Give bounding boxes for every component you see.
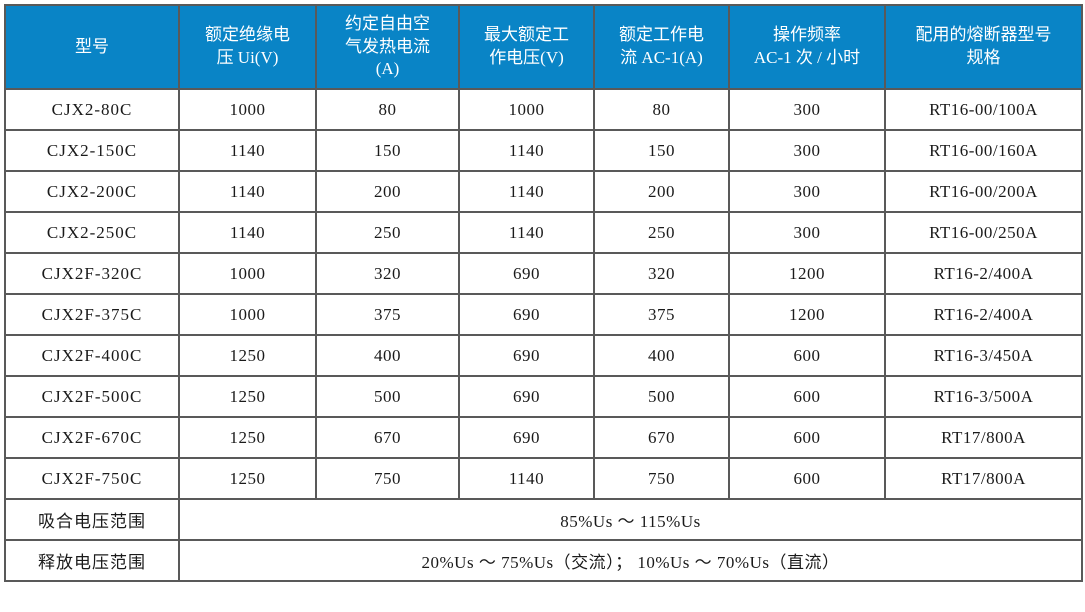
value-cell: 670 — [593, 416, 730, 459]
value-cell: 500 — [315, 375, 460, 418]
value-cell: RT16-2/400A — [884, 252, 1083, 295]
value-cell: 1250 — [178, 334, 317, 377]
value-cell: RT16-00/200A — [884, 170, 1083, 213]
footer-row-value: 20%Us ～ 75%Us（交流）； 10%Us ～ 70%Us（直流） — [178, 539, 1083, 582]
value-cell: 500 — [593, 375, 730, 418]
value-cell: 320 — [315, 252, 460, 295]
model-cell: CJX2F-750C — [4, 457, 180, 500]
value-cell: 1000 — [178, 293, 317, 336]
model-cell: CJX2-200C — [4, 170, 180, 213]
value-cell: 200 — [315, 170, 460, 213]
model-cell: CJX2-150C — [4, 129, 180, 172]
table-body: CJX2-80C 1000 80 1000 80 300 RT16-00/100A CJX2-… — [4, 88, 1083, 582]
value-cell: 1000 — [178, 252, 317, 295]
value-cell: 150 — [315, 129, 460, 172]
column-header-6: 配用的熔断器型号 规格 — [884, 4, 1083, 90]
value-cell: 1000 — [178, 88, 317, 131]
model-cell: CJX2F-320C — [4, 252, 180, 295]
value-cell: RT17/800A — [884, 457, 1083, 500]
table-row: CJX2F-670C 1250 670 690 670 600 RT17/800A — [4, 416, 1083, 459]
value-cell: 320 — [593, 252, 730, 295]
value-cell: 1140 — [458, 457, 595, 500]
value-cell: 375 — [315, 293, 460, 336]
value-cell: RT16-00/250A — [884, 211, 1083, 254]
value-cell: 375 — [593, 293, 730, 336]
value-cell: 600 — [728, 334, 886, 377]
value-cell: 1200 — [728, 293, 886, 336]
footer-row-value: 85%Us ～ 115%Us — [178, 498, 1083, 541]
value-cell: 80 — [315, 88, 460, 131]
header-row: 型号 额定绝缘电 压 Ui(V) 约定自由空 气发热电流 (A) 最大额定工 作电压(… — [4, 4, 1083, 90]
model-cell: CJX2F-670C — [4, 416, 180, 459]
column-header-5: 操作频率 AC-1 次 / 小时 — [728, 4, 886, 90]
value-cell: 600 — [728, 416, 886, 459]
model-cell: CJX2F-375C — [4, 293, 180, 336]
table-row: CJX2F-500C 1250 500 690 500 600 RT16-3/500A — [4, 375, 1083, 418]
value-cell: 690 — [458, 334, 595, 377]
model-cell: CJX2-250C — [4, 211, 180, 254]
value-cell: 690 — [458, 375, 595, 418]
value-cell: 1140 — [178, 129, 317, 172]
model-cell: CJX2-80C — [4, 88, 180, 131]
value-cell: 1140 — [178, 211, 317, 254]
value-cell: 400 — [315, 334, 460, 377]
value-cell: 750 — [593, 457, 730, 500]
table-row: CJX2F-750C 1250 750 1140 750 600 RT17/800A — [4, 457, 1083, 500]
value-cell: 690 — [458, 252, 595, 295]
table-row: CJX2-150C 1140 150 1140 150 300 RT16-00/160A — [4, 129, 1083, 172]
contactor-spec-table: 型号 额定绝缘电 压 Ui(V) 约定自由空 气发热电流 (A) 最大额定工 作电压(… — [4, 4, 1083, 582]
table-row: CJX2-200C 1140 200 1140 200 300 RT16-00/200A — [4, 170, 1083, 213]
value-cell: 80 — [593, 88, 730, 131]
value-cell: 150 — [593, 129, 730, 172]
footer-row-label: 释放电压范围 — [4, 539, 180, 582]
value-cell: RT16-3/500A — [884, 375, 1083, 418]
footer-row-label: 吸合电压范围 — [4, 498, 180, 541]
value-cell: 300 — [728, 88, 886, 131]
value-cell: 1200 — [728, 252, 886, 295]
value-cell: 300 — [728, 170, 886, 213]
table-row: CJX2F-375C 1000 375 690 375 1200 RT16-2/400A — [4, 293, 1083, 336]
value-cell: RT16-3/450A — [884, 334, 1083, 377]
value-cell: 1140 — [458, 129, 595, 172]
column-header-2: 约定自由空 气发热电流 (A) — [315, 4, 460, 90]
value-cell: 1250 — [178, 416, 317, 459]
value-cell: 690 — [458, 293, 595, 336]
column-header-1: 额定绝缘电 压 Ui(V) — [178, 4, 317, 90]
value-cell: 1250 — [178, 375, 317, 418]
value-cell: 300 — [728, 211, 886, 254]
value-cell: 300 — [728, 129, 886, 172]
table-header: 型号 额定绝缘电 压 Ui(V) 约定自由空 气发热电流 (A) 最大额定工 作电压(… — [4, 4, 1083, 90]
value-cell: RT16-00/100A — [884, 88, 1083, 131]
footer-row: 吸合电压范围 85%Us ～ 115%Us — [4, 498, 1083, 541]
value-cell: RT16-2/400A — [884, 293, 1083, 336]
value-cell: 600 — [728, 457, 886, 500]
column-header-0: 型号 — [4, 4, 180, 90]
value-cell: 1140 — [458, 211, 595, 254]
column-header-3: 最大额定工 作电压(V) — [458, 4, 595, 90]
value-cell: 670 — [315, 416, 460, 459]
table-row: CJX2F-400C 1250 400 690 400 600 RT16-3/450A — [4, 334, 1083, 377]
table-row: CJX2-250C 1140 250 1140 250 300 RT16-00/250A — [4, 211, 1083, 254]
value-cell: 1140 — [178, 170, 317, 213]
value-cell: 1140 — [458, 170, 595, 213]
value-cell: 250 — [593, 211, 730, 254]
value-cell: 1250 — [178, 457, 317, 500]
column-header-4: 额定工作电 流 AC-1(A) — [593, 4, 730, 90]
value-cell: 200 — [593, 170, 730, 213]
table-row: CJX2-80C 1000 80 1000 80 300 RT16-00/100A — [4, 88, 1083, 131]
value-cell: 600 — [728, 375, 886, 418]
value-cell: RT16-00/160A — [884, 129, 1083, 172]
model-cell: CJX2F-500C — [4, 375, 180, 418]
value-cell: 400 — [593, 334, 730, 377]
value-cell: 690 — [458, 416, 595, 459]
table-row: CJX2F-320C 1000 320 690 320 1200 RT16-2/400A — [4, 252, 1083, 295]
value-cell: 250 — [315, 211, 460, 254]
value-cell: RT17/800A — [884, 416, 1083, 459]
model-cell: CJX2F-400C — [4, 334, 180, 377]
footer-row: 释放电压范围 20%Us ～ 75%Us（交流）； 10%Us ～ 70%Us（直… — [4, 539, 1083, 582]
value-cell: 750 — [315, 457, 460, 500]
value-cell: 1000 — [458, 88, 595, 131]
